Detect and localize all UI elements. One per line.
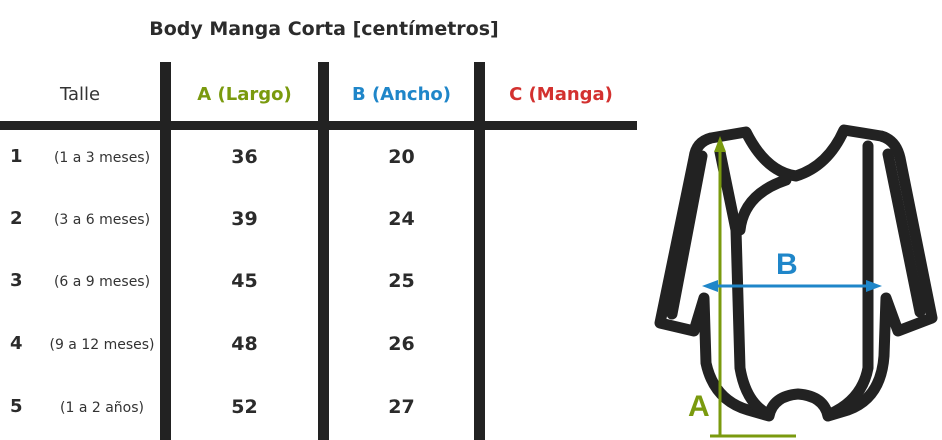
row-age-range: (9 a 12 meses) [49,337,155,353]
row-age-range: (6 a 9 meses) [53,274,151,290]
row-number: 3 [10,270,23,291]
measure-a-label: A [688,390,710,423]
row-number: 1 [10,146,23,167]
row-age-range: (3 a 6 meses) [53,212,151,228]
row-number: 4 [10,333,23,354]
bodysuit-left-sleeve [666,150,708,320]
header-ancho: B (Ancho) [351,84,452,105]
measure-a-arrow [710,136,796,438]
header-talle: Talle [59,84,101,105]
row-largo: 52 [231,396,258,418]
measure-b-arrow [702,280,882,292]
bodysuit-diagram: A B [654,124,938,438]
row-ancho: 24 [388,208,415,230]
header-divider [0,121,637,130]
measure-b-label: B [776,248,798,281]
row-ancho: 27 [388,396,415,418]
bodysuit-wrap-right [734,174,792,236]
row-age-range: (1 a 3 meses) [53,150,151,166]
bodysuit-wrap-left [714,146,774,420]
row-ancho: 20 [388,146,415,168]
bodysuit-right-sleeve [882,148,926,318]
row-largo: 45 [231,270,258,292]
row-largo: 36 [231,146,258,168]
row-number: 2 [10,208,23,229]
row-ancho: 26 [388,333,415,355]
header-manga: C (Manga) [509,84,613,105]
column-divider-3 [474,62,485,440]
bodysuit-inner-right [824,140,874,420]
row-number: 5 [10,396,23,417]
row-ancho: 25 [388,270,415,292]
row-largo: 48 [231,333,258,355]
column-divider-2 [318,62,329,440]
row-largo: 39 [231,208,258,230]
row-age-range: (1 a 2 años) [60,400,144,416]
column-divider-1 [160,62,171,440]
header-largo: A (Largo) [197,84,292,105]
table-title: Body Manga Corta [centímetros] [149,18,499,40]
